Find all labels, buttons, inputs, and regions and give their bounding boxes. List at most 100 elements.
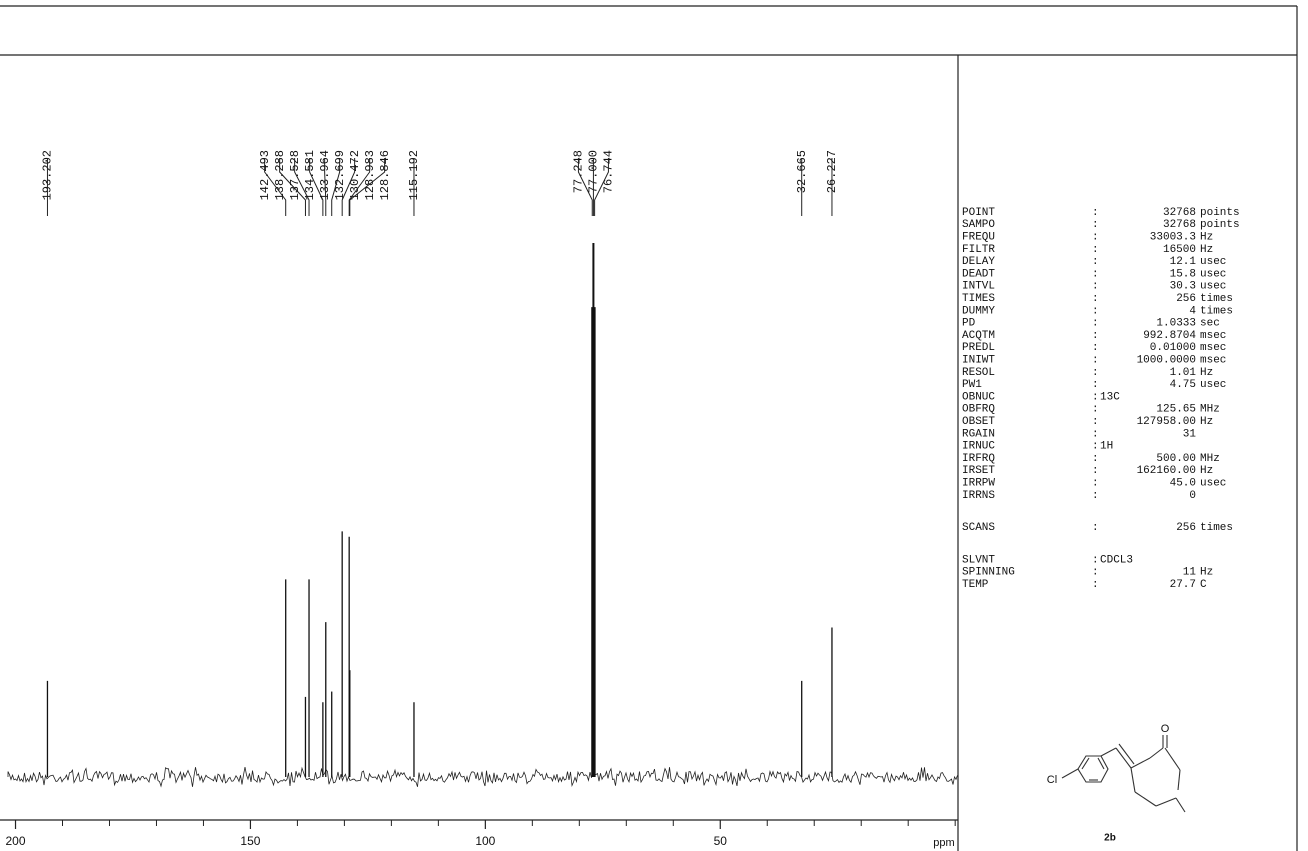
bond — [1097, 757, 1105, 770]
param-name: SPINNING — [962, 567, 1015, 579]
param-name: SLVNT — [962, 554, 995, 566]
param-name: ACQTM — [962, 330, 995, 342]
param-colon: : — [1092, 268, 1099, 280]
peak-leader — [294, 158, 310, 216]
param-colon: : — [1092, 318, 1099, 330]
peak-leader — [279, 158, 306, 216]
param-unit: Hz — [1200, 416, 1213, 428]
param-text: 13C — [1100, 391, 1120, 403]
param-unit: points — [1200, 207, 1240, 219]
param-colon: : — [1092, 579, 1099, 591]
x-axis-unit: ppm — [933, 837, 954, 849]
param-name: SAMPO — [962, 219, 995, 231]
param-colon: : — [1092, 453, 1099, 465]
param-colon: : — [1092, 404, 1099, 416]
param-unit: Hz — [1200, 244, 1213, 256]
param-unit: times — [1200, 305, 1233, 317]
param-colon: : — [1092, 232, 1099, 244]
bond — [1100, 747, 1117, 757]
param-unit: usec — [1200, 478, 1226, 490]
param-colon: : — [1092, 391, 1099, 403]
param-value: 992.8704 — [1143, 330, 1196, 342]
param-colon: : — [1092, 379, 1099, 391]
x-tick-label: 50 — [714, 834, 728, 848]
param-value: 1.0333 — [1156, 318, 1196, 330]
param-value: 0 — [1189, 490, 1196, 502]
param-colon: : — [1092, 416, 1099, 428]
peak-label: 138.288 — [273, 150, 287, 200]
param-value: 32768 — [1163, 219, 1196, 231]
param-name: FILTR — [962, 244, 995, 256]
param-colon: : — [1092, 244, 1099, 256]
param-unit: C — [1200, 579, 1207, 591]
param-value: 32768 — [1163, 207, 1196, 219]
param-value: 45.0 — [1170, 478, 1196, 490]
param-value: 31 — [1183, 428, 1197, 440]
peak-label: 142.493 — [258, 150, 272, 200]
param-name: TEMP — [962, 579, 989, 591]
param-name: POINT — [962, 207, 995, 219]
param-unit: msec — [1200, 355, 1226, 367]
bond — [1130, 757, 1151, 769]
param-colon: : — [1092, 207, 1099, 219]
param-colon: : — [1092, 355, 1099, 367]
param-name: SCANS — [962, 522, 995, 534]
param-unit: MHz — [1200, 404, 1220, 416]
param-name: DUMMY — [962, 305, 995, 317]
param-colon: : — [1092, 367, 1099, 379]
peak-label: 128.846 — [378, 150, 392, 200]
param-name: IRNUC — [962, 441, 995, 453]
bond — [1081, 757, 1090, 770]
param-unit: msec — [1200, 330, 1226, 342]
param-unit: Hz — [1200, 567, 1213, 579]
bond — [1155, 797, 1177, 807]
bond — [1130, 767, 1136, 793]
bond — [1177, 769, 1181, 791]
param-name: PREDL — [962, 342, 995, 354]
param-value: 1000.0000 — [1137, 355, 1196, 367]
param-colon: : — [1092, 256, 1099, 268]
param-text: CDCL3 — [1100, 554, 1133, 566]
param-unit: Hz — [1200, 232, 1213, 244]
param-text: 1H — [1100, 441, 1113, 453]
param-value: 33003.3 — [1150, 232, 1196, 244]
param-name: PW1 — [962, 379, 982, 391]
atom-label: Cl — [1047, 774, 1057, 786]
param-colon: : — [1092, 441, 1099, 453]
param-unit: Hz — [1200, 367, 1213, 379]
param-colon: : — [1092, 342, 1099, 354]
param-value: 256 — [1176, 522, 1196, 534]
param-colon: : — [1092, 490, 1099, 502]
param-colon: : — [1092, 567, 1099, 579]
param-colon: : — [1092, 281, 1099, 293]
param-colon: : — [1092, 219, 1099, 231]
param-name: RGAIN — [962, 428, 995, 440]
peak-leader — [349, 158, 386, 216]
peak-label: 134.581 — [303, 150, 317, 200]
peak-label: 137.528 — [288, 150, 302, 200]
parameter-list: POINT: 32768 points SAMPO: 32768 points FREQU:… — [962, 207, 1240, 591]
peak-label: 128.983 — [363, 150, 377, 200]
param-value: 12.1 — [1170, 256, 1197, 268]
bond — [1149, 747, 1164, 759]
param-value: 4.75 — [1170, 379, 1196, 391]
param-value: 27.7 — [1170, 579, 1196, 591]
param-name: RESOL — [962, 367, 995, 379]
x-tick-label: 100 — [475, 834, 495, 848]
peak-leader — [348, 158, 371, 216]
param-unit: times — [1200, 522, 1233, 534]
peak-leader — [324, 158, 327, 216]
bond — [1115, 747, 1132, 769]
param-unit: usec — [1200, 268, 1226, 280]
peak-leader — [594, 158, 609, 216]
peak-leader — [264, 158, 287, 216]
structure: Cl O 2b — [1047, 723, 1186, 844]
param-name: OBSET — [962, 416, 995, 428]
param-value: 256 — [1176, 293, 1196, 305]
param-unit: usec — [1200, 379, 1226, 391]
param-unit: sec — [1200, 318, 1220, 330]
param-colon: : — [1092, 554, 1099, 566]
frame — [0, 5, 1298, 851]
param-colon: : — [1092, 330, 1099, 342]
